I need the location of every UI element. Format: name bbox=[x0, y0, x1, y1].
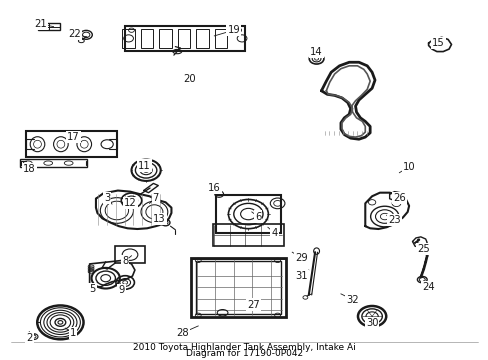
Text: 5: 5 bbox=[89, 284, 96, 294]
Text: 12: 12 bbox=[123, 198, 136, 208]
Text: Diagram for 17190-0P042: Diagram for 17190-0P042 bbox=[185, 349, 303, 358]
Text: 21: 21 bbox=[35, 19, 47, 29]
Text: 26: 26 bbox=[392, 193, 405, 203]
Text: 2: 2 bbox=[26, 333, 32, 343]
Text: 18: 18 bbox=[23, 164, 36, 174]
Text: 14: 14 bbox=[310, 46, 322, 57]
Text: 32: 32 bbox=[346, 294, 358, 305]
Text: 15: 15 bbox=[431, 38, 444, 48]
Text: 25: 25 bbox=[416, 244, 429, 253]
Text: 10: 10 bbox=[402, 162, 415, 172]
Text: 20: 20 bbox=[183, 74, 196, 84]
Text: 13: 13 bbox=[153, 214, 165, 224]
Text: 23: 23 bbox=[387, 215, 400, 225]
Text: 30: 30 bbox=[365, 319, 378, 328]
Text: 24: 24 bbox=[422, 282, 434, 292]
Text: 1: 1 bbox=[70, 328, 76, 338]
Text: 16: 16 bbox=[207, 183, 220, 193]
Text: 19: 19 bbox=[227, 25, 240, 35]
Text: 27: 27 bbox=[246, 300, 259, 310]
Text: 17: 17 bbox=[66, 132, 79, 142]
Text: 8: 8 bbox=[122, 256, 128, 266]
Text: 28: 28 bbox=[176, 328, 188, 338]
Text: 11: 11 bbox=[138, 161, 151, 171]
Text: 4: 4 bbox=[271, 228, 277, 238]
Text: 7: 7 bbox=[152, 193, 159, 203]
Text: 29: 29 bbox=[295, 253, 308, 263]
Text: 9: 9 bbox=[118, 285, 125, 295]
Text: 31: 31 bbox=[295, 271, 307, 281]
Text: 2010 Toyota Highlander Tank Assembly, Intake Ai: 2010 Toyota Highlander Tank Assembly, In… bbox=[133, 343, 355, 352]
Text: 6: 6 bbox=[254, 212, 261, 221]
Text: 22: 22 bbox=[68, 29, 81, 39]
Text: 3: 3 bbox=[104, 193, 110, 203]
